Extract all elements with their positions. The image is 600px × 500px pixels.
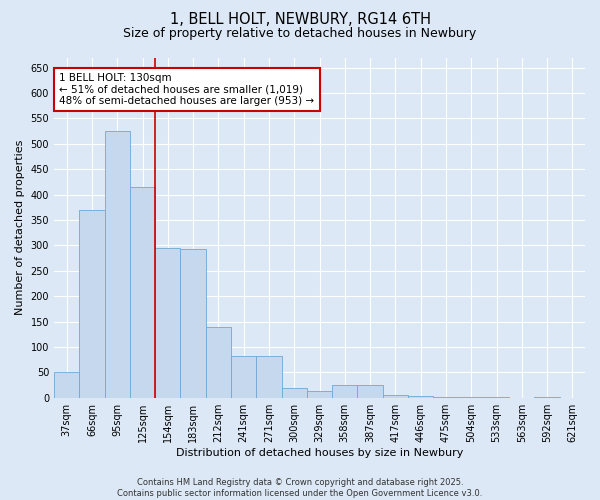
Bar bbox=[408, 396, 433, 398]
Bar bbox=[484, 397, 509, 398]
Bar bbox=[281, 388, 307, 398]
Bar bbox=[231, 356, 256, 398]
Bar bbox=[104, 131, 130, 398]
Y-axis label: Number of detached properties: Number of detached properties bbox=[15, 140, 25, 316]
X-axis label: Distribution of detached houses by size in Newbury: Distribution of detached houses by size … bbox=[176, 448, 463, 458]
Bar bbox=[130, 187, 155, 398]
Bar bbox=[206, 326, 231, 398]
Bar bbox=[256, 356, 281, 398]
Text: 1 BELL HOLT: 130sqm
← 51% of detached houses are smaller (1,019)
48% of semi-det: 1 BELL HOLT: 130sqm ← 51% of detached ho… bbox=[59, 73, 314, 106]
Bar bbox=[332, 385, 358, 398]
Text: 1, BELL HOLT, NEWBURY, RG14 6TH: 1, BELL HOLT, NEWBURY, RG14 6TH bbox=[170, 12, 431, 28]
Bar bbox=[383, 395, 408, 398]
Bar bbox=[458, 397, 484, 398]
Bar bbox=[155, 248, 181, 398]
Text: Contains HM Land Registry data © Crown copyright and database right 2025.
Contai: Contains HM Land Registry data © Crown c… bbox=[118, 478, 482, 498]
Bar bbox=[433, 396, 458, 398]
Bar bbox=[79, 210, 104, 398]
Text: Size of property relative to detached houses in Newbury: Size of property relative to detached ho… bbox=[124, 28, 476, 40]
Bar bbox=[307, 390, 332, 398]
Bar bbox=[181, 249, 206, 398]
Bar bbox=[358, 385, 383, 398]
Bar bbox=[535, 397, 560, 398]
Bar bbox=[54, 372, 79, 398]
